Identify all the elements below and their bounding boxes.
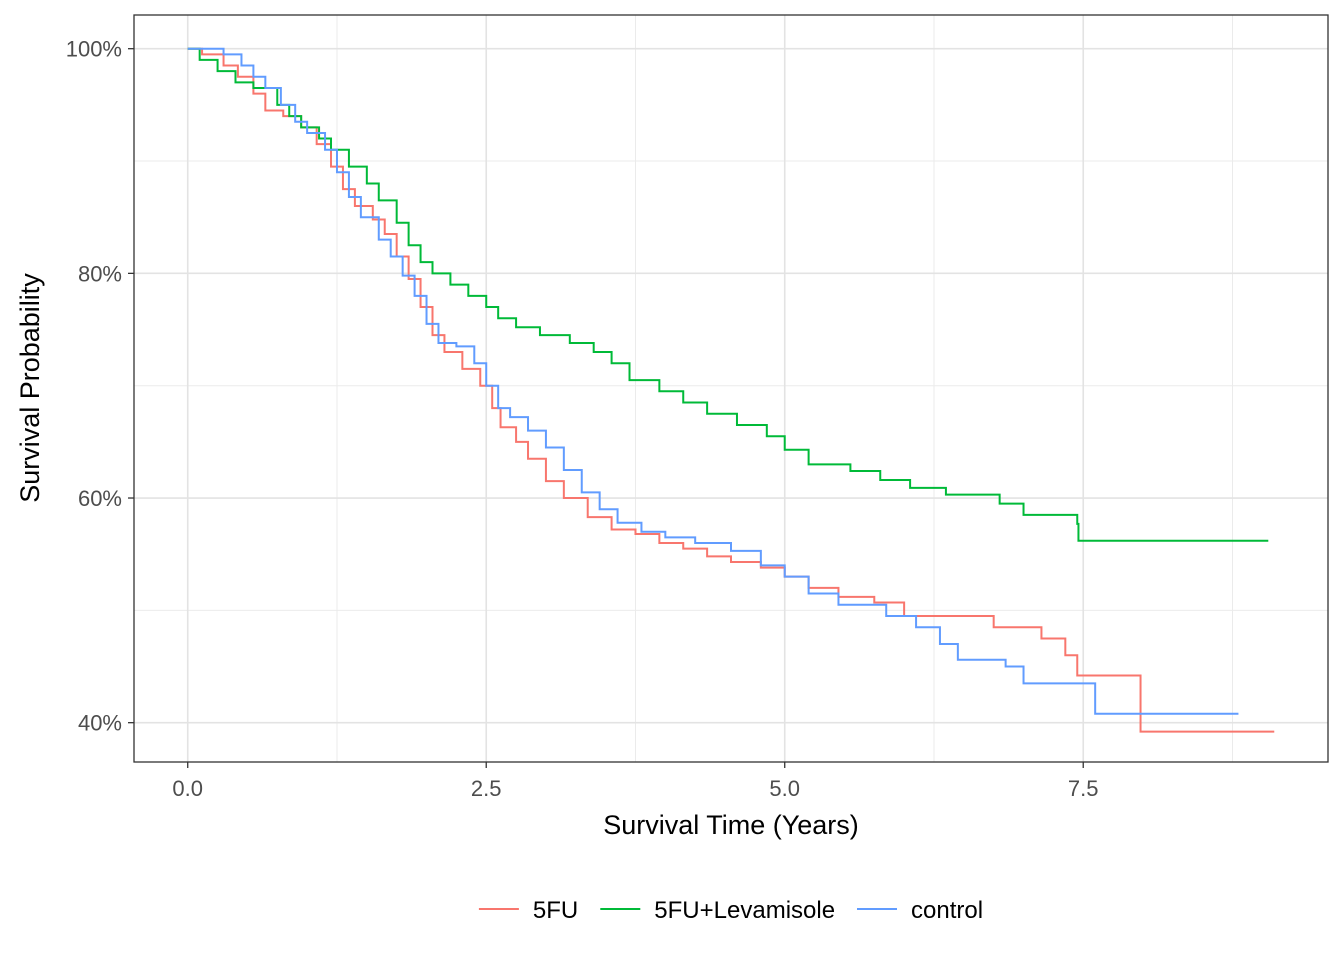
x-tick-label: 7.5 bbox=[1068, 776, 1099, 801]
plot-panel-border bbox=[133, 14, 1329, 763]
y-tick-label: 100% bbox=[66, 37, 122, 62]
x-tick-label: 0.0 bbox=[172, 776, 203, 801]
x-tick-label: 2.5 bbox=[471, 776, 502, 801]
y-tick-label: 60% bbox=[78, 486, 122, 511]
legend-item: 5FU bbox=[478, 897, 578, 924]
axis-ticks: 0.0 2.5 5.0 7.5 40% 60% 80% 100% bbox=[66, 37, 1099, 801]
survival-curves bbox=[187, 47, 1275, 733]
legend-item: control bbox=[857, 897, 983, 924]
legend-item: 5FU+Levamisole bbox=[600, 897, 835, 924]
y-tick-label: 40% bbox=[78, 711, 122, 736]
legend-label: 5FU bbox=[533, 897, 578, 924]
legend-label: control bbox=[911, 897, 983, 924]
legend: 5FU 5FU+Levamisole control bbox=[478, 897, 983, 924]
grid-lines bbox=[134, 15, 1328, 762]
x-axis-title: Survival Time (Years) bbox=[603, 810, 859, 840]
legend-label: 5FU+Levamisole bbox=[654, 897, 835, 924]
series-line-5fu-levamisole bbox=[187, 47, 1269, 542]
x-tick-label: 5.0 bbox=[769, 776, 800, 801]
y-axis-title: Survival Probability bbox=[15, 273, 45, 503]
y-tick-label: 80% bbox=[78, 261, 122, 286]
series-line-control bbox=[187, 47, 1239, 715]
